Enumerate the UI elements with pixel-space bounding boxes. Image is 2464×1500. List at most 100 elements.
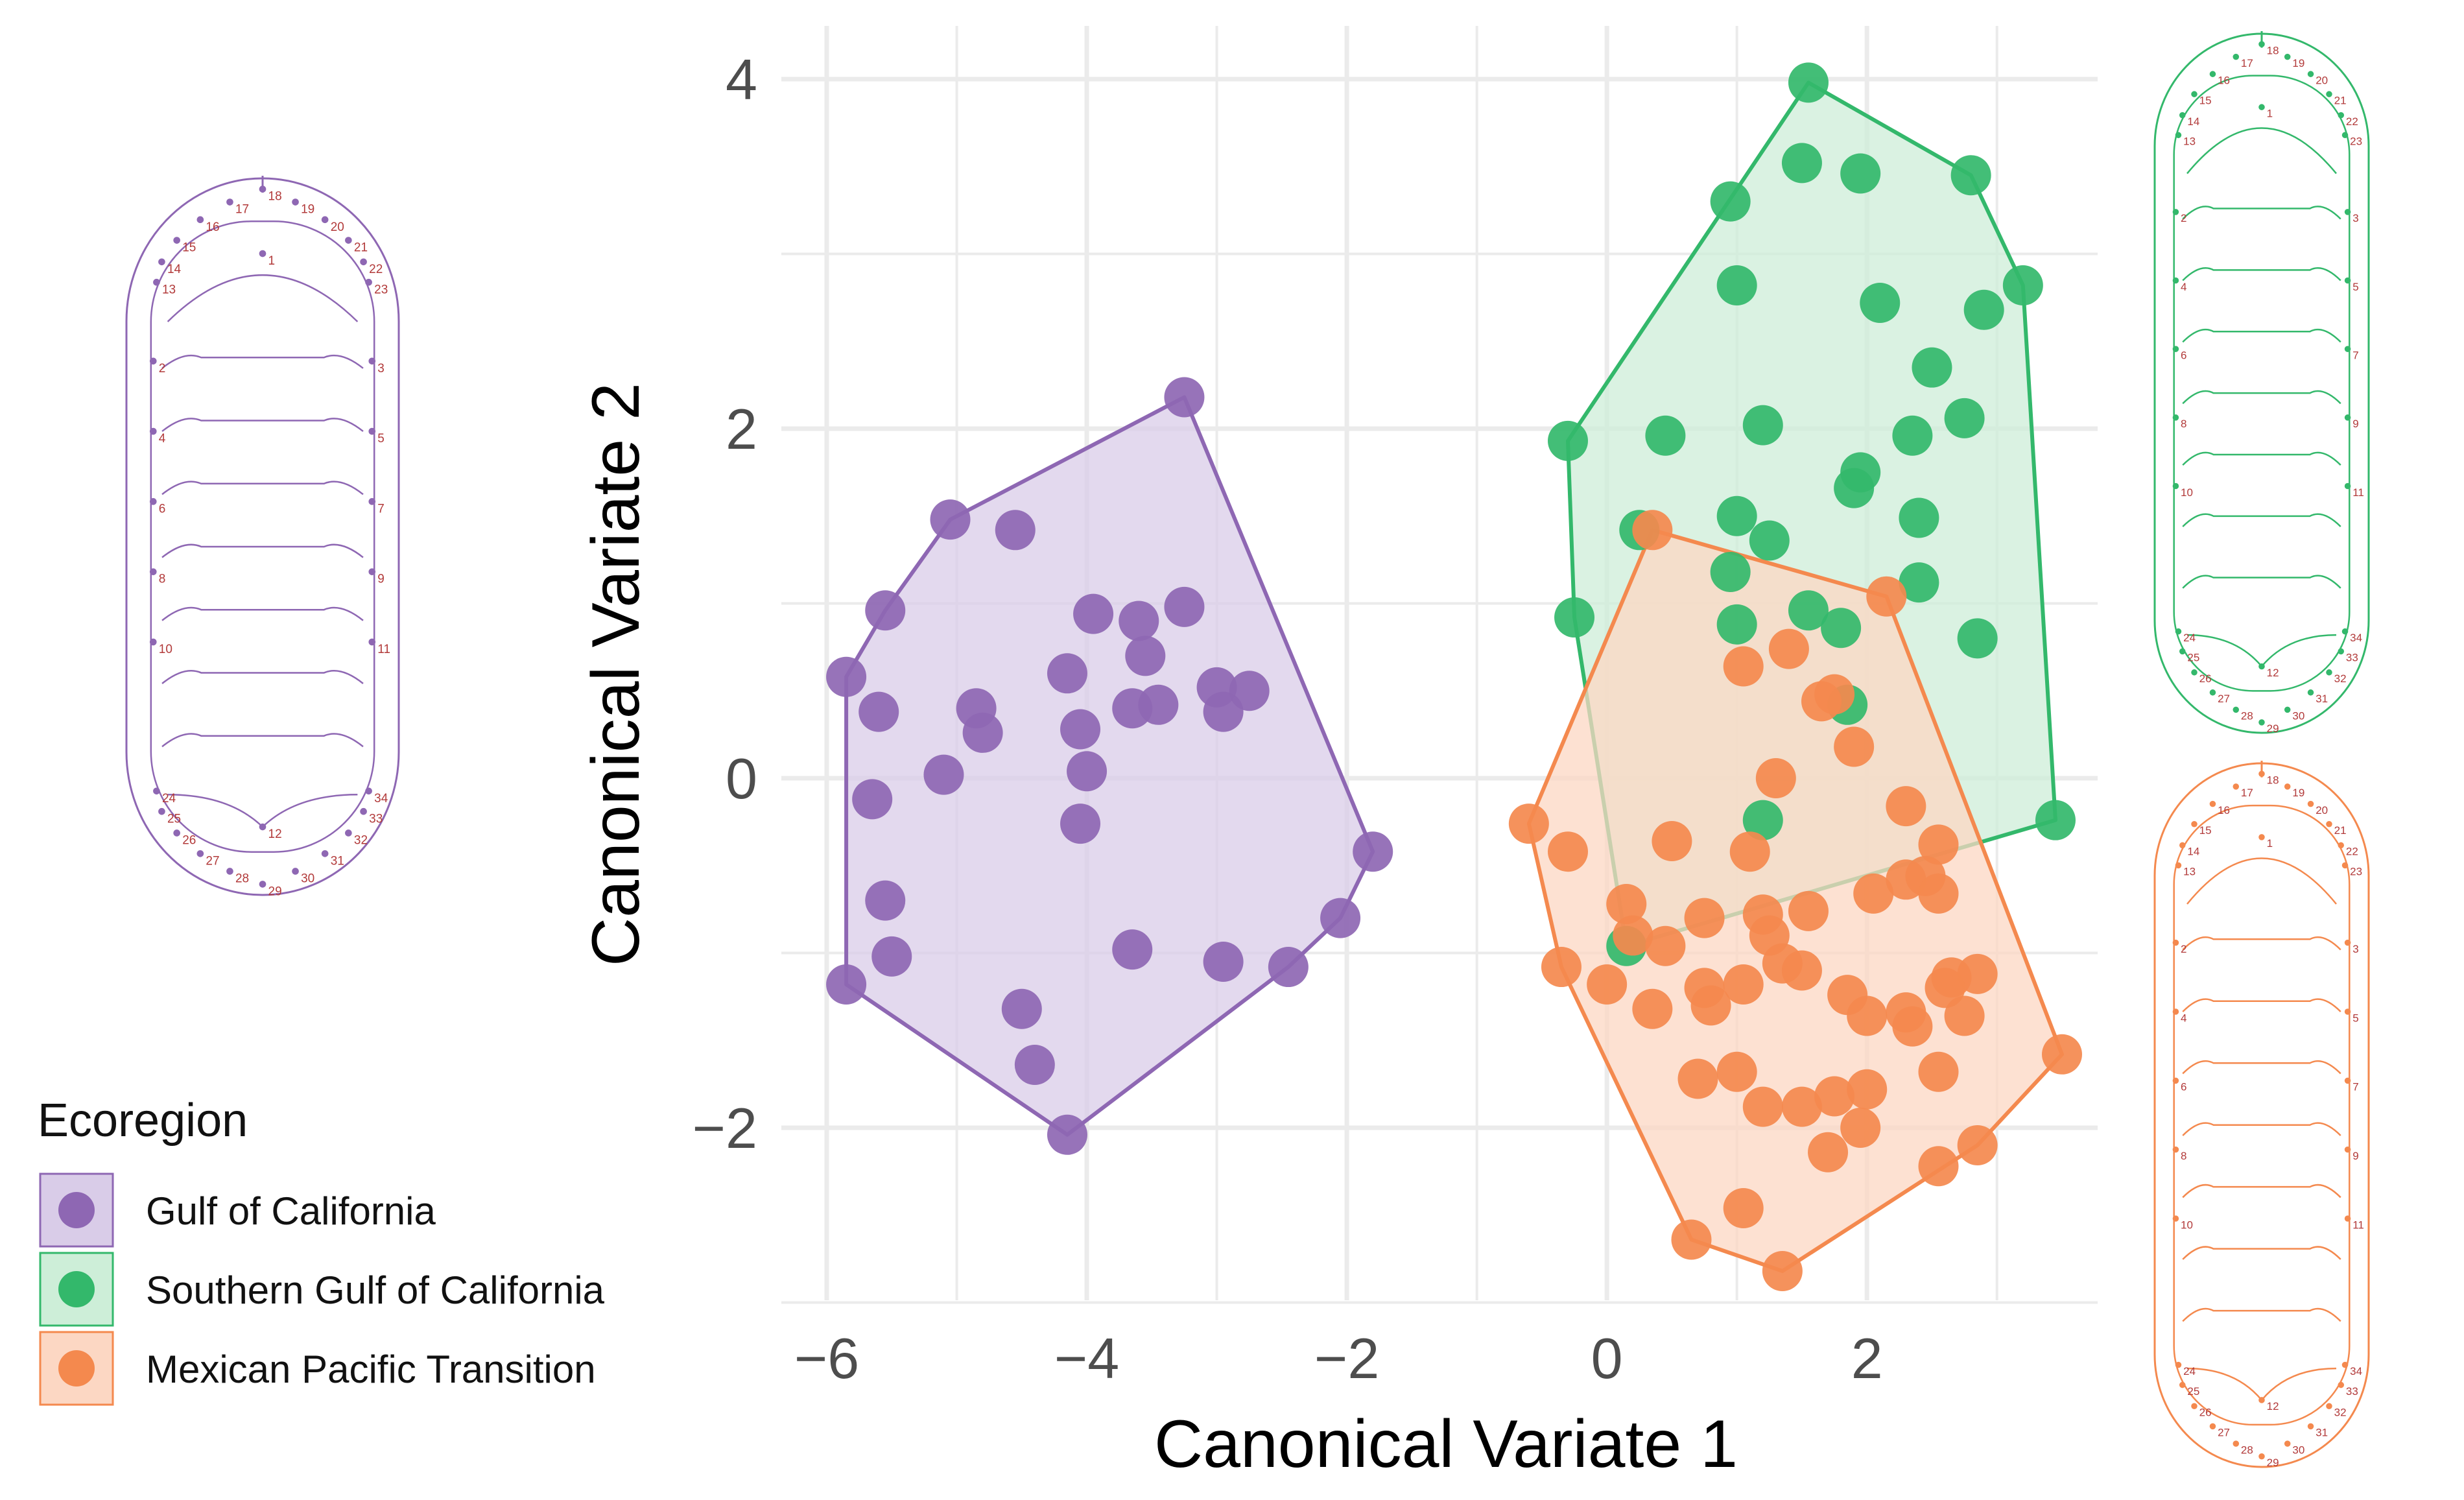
data-point bbox=[1119, 601, 1159, 641]
data-point bbox=[1768, 628, 1809, 669]
outline-landmark-dot bbox=[149, 568, 157, 575]
outline-landmark-label: 19 bbox=[301, 203, 314, 217]
outline-landmark-label: 33 bbox=[2346, 652, 2358, 664]
outline-landmark-dot bbox=[2258, 719, 2265, 726]
data-point bbox=[1671, 1219, 1712, 1260]
outline-landmark-label: 4 bbox=[159, 432, 166, 446]
outline-landmark-dot bbox=[2209, 1423, 2216, 1430]
outline-landmark-label: 25 bbox=[2187, 1385, 2199, 1398]
data-point bbox=[1950, 155, 1991, 196]
data-point bbox=[1320, 898, 1361, 938]
data-point bbox=[1866, 576, 1907, 617]
outline-landmark-dot bbox=[368, 568, 376, 575]
outline-landmark-dot bbox=[2284, 783, 2291, 790]
outline-landmark-label: 31 bbox=[331, 854, 344, 868]
outline-landmark-label: 5 bbox=[2352, 1012, 2358, 1024]
outline-landmark-dot bbox=[2344, 939, 2351, 946]
outline-plate-line bbox=[2182, 1307, 2341, 1322]
x-tick-label: 2 bbox=[1851, 1326, 1883, 1390]
outline-landmark-dot bbox=[2326, 669, 2332, 676]
outline-landmark-dot bbox=[2307, 71, 2314, 77]
outline-landmark-dot bbox=[2175, 862, 2182, 869]
x-tick-label: −2 bbox=[1314, 1326, 1379, 1390]
data-point bbox=[1788, 62, 1829, 103]
y-tick-label: 4 bbox=[726, 47, 757, 112]
outline-tail-plate bbox=[2186, 1367, 2337, 1401]
outline-landmark-dot bbox=[368, 357, 376, 365]
outline-landmark-dot bbox=[2209, 71, 2216, 77]
outline-landmark-label: 21 bbox=[354, 241, 368, 255]
outline-plate-line bbox=[2182, 1060, 2341, 1075]
data-point bbox=[1710, 551, 1751, 592]
outline-landmark-label: 23 bbox=[2350, 866, 2362, 878]
outline-plate-line bbox=[2182, 1246, 2341, 1260]
x-axis-title: Canonical Variate 1 bbox=[1154, 1407, 1738, 1482]
outline-landmark-dot bbox=[153, 278, 160, 286]
outline-landmark-label: 2 bbox=[159, 362, 166, 375]
legend-label-mexican-pacific-transition: Mexican Pacific Transition bbox=[146, 1348, 596, 1391]
data-point bbox=[1508, 804, 1549, 844]
outline-landmark-label: 28 bbox=[235, 872, 249, 886]
scatter-points bbox=[826, 62, 2082, 1291]
outline-plate-line bbox=[161, 418, 364, 433]
outline-landmark-label: 12 bbox=[268, 827, 282, 841]
outline-landmark-dot bbox=[196, 850, 204, 857]
outline-head-plate bbox=[2186, 857, 2337, 905]
data-point bbox=[1814, 1076, 1855, 1117]
outline-landmark-label: 27 bbox=[2218, 1427, 2230, 1439]
data-point bbox=[1925, 968, 1965, 1008]
outline-landmark-label: 24 bbox=[2183, 1365, 2196, 1377]
data-point bbox=[871, 936, 912, 977]
data-point bbox=[1723, 964, 1764, 1005]
outline-landmark-label: 1 bbox=[2267, 107, 2273, 119]
outline-landmark-label: 24 bbox=[162, 792, 176, 805]
data-point bbox=[1918, 873, 1959, 914]
outline-landmark-label: 22 bbox=[369, 263, 383, 276]
data-point bbox=[1554, 597, 1595, 638]
outline-landmark-dot bbox=[2258, 663, 2265, 670]
outline-plate-line bbox=[2182, 575, 2341, 589]
outline-landmark-dot bbox=[2233, 706, 2240, 713]
outline-landmark-dot bbox=[2344, 1008, 2351, 1015]
data-point bbox=[1112, 929, 1153, 970]
outline-head-plate bbox=[167, 274, 359, 322]
data-point bbox=[1060, 804, 1101, 844]
outline-landmark-label: 6 bbox=[2181, 349, 2186, 361]
outline-landmark-label: 33 bbox=[2346, 1385, 2358, 1398]
data-point bbox=[1957, 953, 1998, 994]
outline-landmark-label: 16 bbox=[2218, 804, 2230, 816]
data-point bbox=[1716, 604, 1757, 645]
outline-landmark-dot bbox=[2191, 669, 2197, 676]
outline-landmark-dot bbox=[2338, 648, 2345, 655]
outline-landmark-dot bbox=[226, 868, 233, 875]
specimen-outline-southern-gulf: 12 34 56 78 910 11121314151617181920212223242… bbox=[2153, 31, 2370, 735]
data-point bbox=[1716, 1051, 1757, 1092]
outline-landmark-dot bbox=[2284, 53, 2291, 60]
outline-landmark-label: 30 bbox=[2292, 1444, 2304, 1456]
outline-landmark-dot bbox=[149, 498, 157, 505]
data-point bbox=[1892, 415, 1933, 456]
outline-landmark-label: 17 bbox=[235, 203, 249, 217]
outline-landmark-dot bbox=[2341, 1361, 2349, 1368]
x-tick-label: 0 bbox=[1591, 1326, 1623, 1390]
outline-landmark-dot bbox=[2344, 1146, 2351, 1153]
outline-landmark-dot bbox=[365, 278, 372, 286]
data-point bbox=[1606, 884, 1647, 925]
outline-landmark-dot bbox=[2209, 800, 2216, 807]
data-point bbox=[1918, 1146, 1959, 1187]
outline-landmark-dot bbox=[2179, 112, 2186, 119]
outline-landmark-label: 17 bbox=[2241, 787, 2253, 799]
outline-landmark-label: 7 bbox=[377, 502, 385, 516]
data-point bbox=[1886, 786, 1926, 827]
y-tick-label: −2 bbox=[693, 1096, 757, 1160]
data-point bbox=[1645, 415, 1686, 456]
outline-plate-line bbox=[161, 543, 364, 558]
outline-landmark-label: 21 bbox=[2334, 94, 2347, 106]
data-point bbox=[1729, 831, 1770, 872]
outline-landmark-dot bbox=[259, 823, 267, 831]
outline-landmark-dot bbox=[2191, 91, 2197, 97]
outline-landmark-label: 7 bbox=[2352, 349, 2358, 361]
data-point bbox=[2002, 265, 2043, 306]
outline-landmark-label: 5 bbox=[377, 432, 385, 446]
outline-landmark-dot bbox=[2307, 689, 2314, 696]
